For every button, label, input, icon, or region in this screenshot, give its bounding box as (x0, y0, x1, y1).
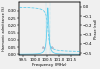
X-axis label: Frequency (MHz): Frequency (MHz) (32, 63, 67, 67)
Y-axis label: Phase (rad): Phase (rad) (94, 18, 98, 39)
Text: $f_a$: $f_a$ (41, 45, 46, 52)
Y-axis label: Harmonic admittance (S): Harmonic admittance (S) (2, 6, 6, 51)
Text: $f_b$: $f_b$ (50, 45, 56, 52)
